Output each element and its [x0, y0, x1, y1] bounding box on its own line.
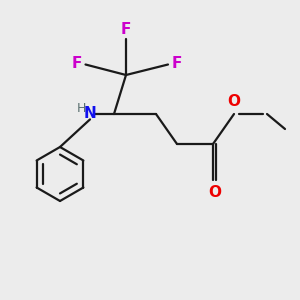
Text: F: F [172, 56, 182, 70]
Text: N: N [84, 106, 96, 122]
Text: F: F [121, 22, 131, 37]
Text: F: F [71, 56, 82, 70]
Text: H: H [77, 102, 86, 115]
Text: O: O [227, 94, 241, 109]
Text: O: O [208, 185, 221, 200]
